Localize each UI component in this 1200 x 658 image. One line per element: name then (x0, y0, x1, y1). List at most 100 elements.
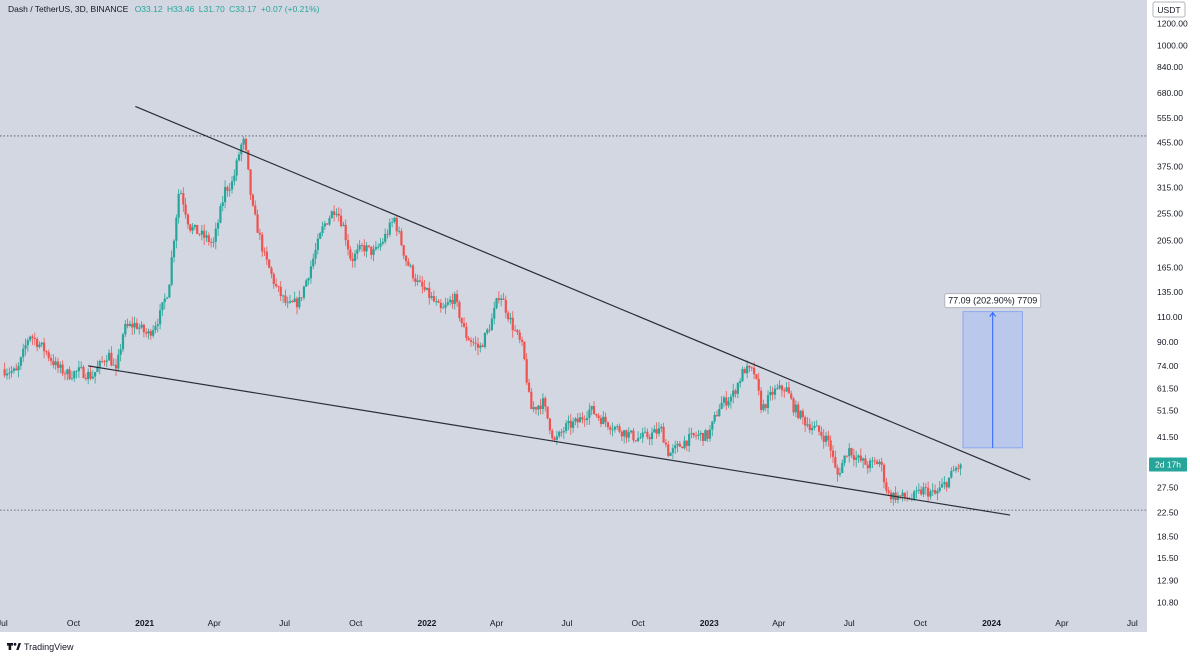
candle-body (824, 435, 828, 442)
candle-body (838, 472, 842, 475)
candle-body (715, 415, 719, 417)
candle-body (393, 217, 396, 222)
candle-body (588, 409, 591, 418)
candle-body (449, 299, 452, 303)
candle-body (140, 324, 143, 328)
candle-body (333, 211, 336, 215)
candle-body (469, 340, 473, 342)
candle-body (532, 407, 535, 410)
price-axis[interactable] (1147, 0, 1200, 632)
candle-body (903, 492, 907, 498)
candle-body (855, 457, 858, 460)
candle-body (780, 385, 784, 391)
candle-body (24, 345, 27, 349)
candle-body (845, 455, 849, 457)
candle-body (437, 301, 440, 303)
candle-body (664, 442, 668, 445)
candle-body (228, 189, 231, 191)
time-axis[interactable] (0, 612, 1147, 632)
candle-body (414, 278, 417, 282)
candle-body (312, 258, 315, 267)
candle-body (759, 390, 763, 410)
ohlc-open: O33.12 (135, 4, 163, 14)
candle-body (544, 398, 547, 407)
candle-body (458, 302, 461, 318)
candle-body (326, 223, 329, 225)
candle-body (395, 217, 398, 232)
candle-body (537, 405, 540, 410)
time-tick-label: Oct (914, 618, 928, 628)
candle-body (145, 332, 148, 334)
time-tick-label: Jul (1127, 618, 1138, 628)
candle-body (15, 368, 18, 371)
candle-body (476, 343, 480, 348)
candle-body (534, 407, 538, 410)
candle-body (235, 160, 238, 176)
trendline-group[interactable] (88, 105, 1031, 516)
candle-body (831, 450, 835, 457)
candle-body (196, 224, 199, 235)
candlestick-series (3, 136, 962, 506)
candle-body (581, 417, 584, 420)
candle-body (391, 221, 394, 223)
current-price-label: 2d 17h (1155, 460, 1181, 470)
candle-body (713, 415, 716, 422)
candle-body (217, 222, 220, 229)
candle-body (483, 332, 487, 347)
time-tick-label: 2024 (982, 618, 1001, 628)
candle-body (639, 437, 642, 439)
candle-body (514, 330, 517, 331)
candle-body (126, 323, 129, 326)
currency-button[interactable]: USDT (1152, 1, 1186, 18)
footer-brand[interactable]: TradingView (7, 642, 74, 652)
candle-body (699, 433, 702, 435)
plot-area[interactable] (0, 0, 1147, 632)
candle-body (270, 267, 273, 274)
candle-body (107, 352, 111, 361)
candle-body (328, 218, 331, 225)
candle-body (284, 295, 287, 303)
candle-body (275, 284, 278, 287)
candle-body (848, 448, 851, 457)
price-tick-label: 135.00 (1157, 287, 1183, 297)
time-tick-label: 2021 (135, 618, 154, 628)
candle-body (657, 428, 661, 434)
candle-body (632, 430, 635, 441)
candle-body (806, 424, 809, 426)
candle-body (623, 430, 626, 437)
candle-body (938, 487, 941, 492)
candle-body (298, 297, 301, 308)
time-tick-label: Oct (631, 618, 645, 628)
candle-body (360, 245, 364, 246)
candle-body (896, 495, 900, 500)
candle-body (177, 193, 180, 218)
candle-body (353, 253, 357, 262)
candle-body (117, 354, 120, 369)
price-range-measure[interactable]: 77.09 (202.90%) 7709 (944, 293, 1042, 449)
ohlc-low: L31.70 (199, 4, 225, 14)
candle-body (671, 448, 674, 453)
candle-body (495, 298, 498, 309)
candle-body (704, 430, 707, 442)
candle-body (84, 377, 87, 380)
candle-body (769, 391, 772, 396)
candle-body (397, 231, 401, 232)
candle-body (291, 300, 294, 303)
candle-body (38, 344, 41, 348)
candle-body (135, 322, 138, 329)
candle-body (281, 295, 285, 297)
candle-body (920, 489, 923, 495)
candle-body (293, 298, 296, 303)
candle-body (859, 455, 862, 461)
candle-body (210, 241, 213, 243)
candle-body (827, 435, 830, 441)
candle-body (5, 373, 9, 376)
candle-body (87, 371, 90, 380)
candle-body (748, 365, 751, 368)
candle-body (852, 455, 855, 460)
candle-body (356, 249, 359, 254)
candle-body (330, 211, 333, 219)
ohlc-high: H33.46 (167, 4, 195, 14)
candle-body (365, 245, 368, 252)
